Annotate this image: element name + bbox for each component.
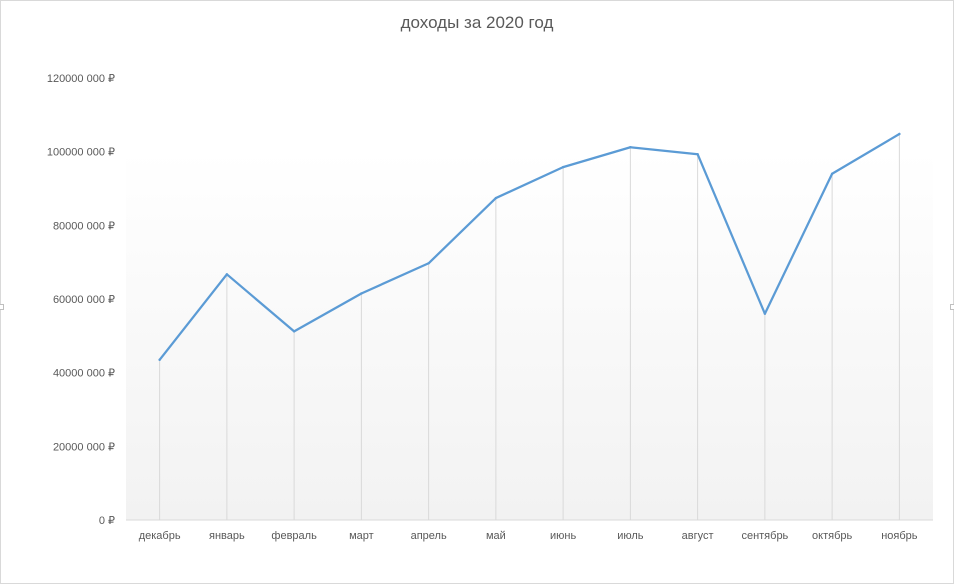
x-tick-label: январь (209, 530, 245, 542)
data-point[interactable] (830, 172, 834, 175)
resize-handle-left[interactable] (0, 304, 4, 310)
data-point[interactable] (898, 132, 901, 136)
x-tick-label: октябрь (812, 530, 852, 542)
x-tick-label: ноябрь (881, 530, 918, 542)
data-point[interactable] (494, 196, 498, 200)
x-tick-label: апрель (411, 530, 447, 542)
y-tick-label: 0 ₽ (99, 515, 115, 527)
data-point[interactable] (629, 146, 632, 149)
x-tick-label: декабрь (139, 530, 181, 542)
data-point[interactable] (696, 153, 699, 156)
data-point[interactable] (427, 262, 430, 265)
data-point[interactable] (225, 273, 229, 276)
resize-handle-right[interactable] (950, 304, 954, 310)
plot-area (126, 151, 933, 520)
x-tick-label: август (682, 530, 714, 542)
x-tick-label: март (349, 530, 374, 542)
y-tick-label: 20000 000 ₽ (53, 441, 115, 453)
x-tick-label: сентябрь (741, 530, 788, 542)
y-tick-label: 40000 000 ₽ (53, 368, 115, 380)
data-point[interactable] (763, 312, 767, 315)
y-tick-label: 80000 000 ₽ (53, 220, 115, 232)
y-tick-label: 100000 000 ₽ (47, 147, 115, 159)
x-tick-label: июль (617, 530, 644, 542)
y-tick-label: 120000 000 ₽ (47, 73, 115, 85)
x-tick-label: май (486, 530, 506, 542)
chart-title: доходы за 2020 год (400, 13, 554, 32)
data-point[interactable] (158, 358, 161, 361)
x-tick-label: июнь (550, 530, 576, 542)
series-line[interactable] (158, 132, 901, 361)
x-tick-label: февраль (271, 530, 317, 542)
data-point[interactable] (561, 165, 565, 169)
data-point[interactable] (292, 330, 296, 333)
data-point[interactable] (360, 292, 363, 295)
y-tick-label: 60000 000 ₽ (53, 294, 115, 306)
